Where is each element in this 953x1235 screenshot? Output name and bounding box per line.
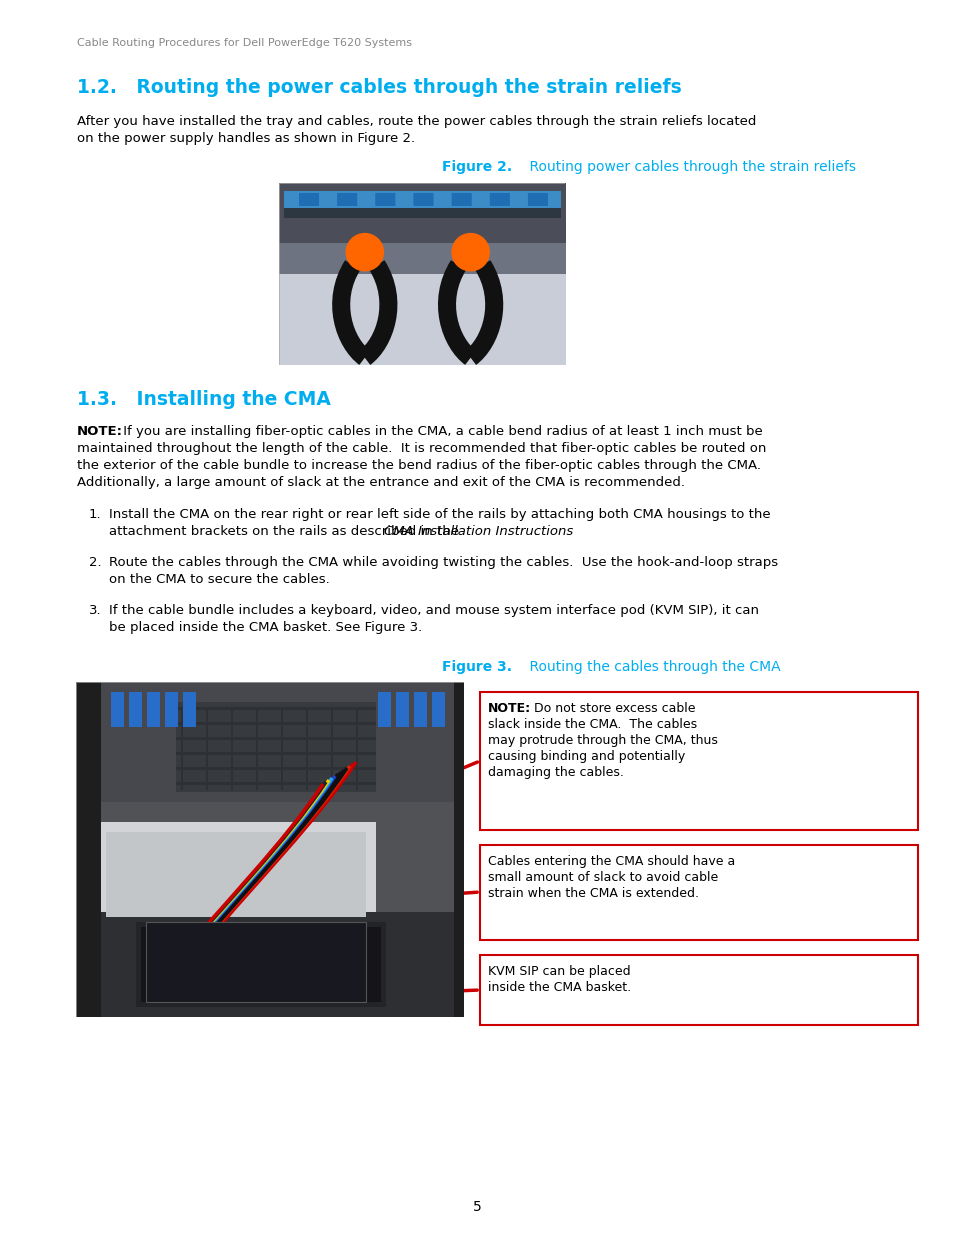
Text: CMA Installation Instructions: CMA Installation Instructions bbox=[383, 525, 572, 538]
Bar bbox=[146, 923, 366, 1002]
Bar bbox=[479, 692, 917, 830]
Text: NOTE:: NOTE: bbox=[77, 425, 123, 438]
Text: If you are installing fiber-optic cables in the CMA, a cable bend radius of at l: If you are installing fiber-optic cables… bbox=[119, 425, 762, 438]
Circle shape bbox=[452, 233, 489, 270]
Text: causing binding and potentially: causing binding and potentially bbox=[488, 750, 684, 763]
Text: Do not store excess cable: Do not store excess cable bbox=[525, 701, 695, 715]
Text: 1.2.   Routing the power cables through the strain reliefs: 1.2. Routing the power cables through th… bbox=[77, 78, 681, 98]
Text: After you have installed the tray and cables, route the power cables through the: After you have installed the tray and ca… bbox=[77, 115, 756, 128]
Text: Route the cables through the CMA while avoiding twisting the cables.  Use the ho: Route the cables through the CMA while a… bbox=[109, 556, 778, 569]
Text: NOTE:: NOTE: bbox=[488, 701, 531, 715]
Text: Routing power cables through the strain reliefs: Routing power cables through the strain … bbox=[512, 161, 855, 174]
Text: on the CMA to secure the cables.: on the CMA to secure the cables. bbox=[109, 573, 330, 585]
Bar bbox=[479, 845, 917, 940]
Text: .: . bbox=[533, 525, 537, 538]
Bar bbox=[479, 955, 917, 1025]
Text: Cables entering the CMA should have a: Cables entering the CMA should have a bbox=[488, 855, 735, 868]
Circle shape bbox=[346, 233, 383, 270]
Text: attachment brackets on the rails as described in the: attachment brackets on the rails as desc… bbox=[109, 525, 463, 538]
Text: 1.: 1. bbox=[89, 508, 102, 521]
Text: inside the CMA basket.: inside the CMA basket. bbox=[488, 981, 631, 994]
Text: maintained throughout the length of the cable.  It is recommended that fiber-opt: maintained throughout the length of the … bbox=[77, 442, 765, 454]
Text: small amount of slack to avoid cable: small amount of slack to avoid cable bbox=[488, 871, 718, 884]
Text: Figure 2.: Figure 2. bbox=[441, 161, 512, 174]
Text: If the cable bundle includes a keyboard, video, and mouse system interface pod (: If the cable bundle includes a keyboard,… bbox=[109, 604, 759, 618]
Text: Install the CMA on the rear right or rear left side of the rails by attaching bo: Install the CMA on the rear right or rea… bbox=[109, 508, 770, 521]
Text: strain when the CMA is extended.: strain when the CMA is extended. bbox=[488, 887, 699, 900]
Text: be placed inside the CMA basket. See Figure 3.: be placed inside the CMA basket. See Fig… bbox=[109, 621, 422, 634]
Text: Additionally, a large amount of slack at the entrance and exit of the CMA is rec: Additionally, a large amount of slack at… bbox=[77, 475, 684, 489]
Text: damaging the cables.: damaging the cables. bbox=[488, 766, 623, 779]
Text: 1.3.   Installing the CMA: 1.3. Installing the CMA bbox=[77, 390, 331, 409]
Text: Cable Routing Procedures for Dell PowerEdge T620 Systems: Cable Routing Procedures for Dell PowerE… bbox=[77, 38, 412, 48]
Text: may protrude through the CMA, thus: may protrude through the CMA, thus bbox=[488, 734, 717, 747]
Text: KVM SIP can be placed: KVM SIP can be placed bbox=[488, 965, 630, 978]
Text: on the power supply handles as shown in Figure 2.: on the power supply handles as shown in … bbox=[77, 132, 415, 144]
Text: 5: 5 bbox=[472, 1200, 481, 1214]
Text: 2.: 2. bbox=[89, 556, 102, 569]
Text: Figure 3.: Figure 3. bbox=[441, 659, 512, 674]
Text: 3.: 3. bbox=[89, 604, 102, 618]
Text: Routing the cables through the CMA: Routing the cables through the CMA bbox=[512, 659, 780, 674]
Text: slack inside the CMA.  The cables: slack inside the CMA. The cables bbox=[488, 718, 697, 731]
Text: the exterior of the cable bundle to increase the bend radius of the fiber-optic : the exterior of the cable bundle to incr… bbox=[77, 459, 760, 472]
